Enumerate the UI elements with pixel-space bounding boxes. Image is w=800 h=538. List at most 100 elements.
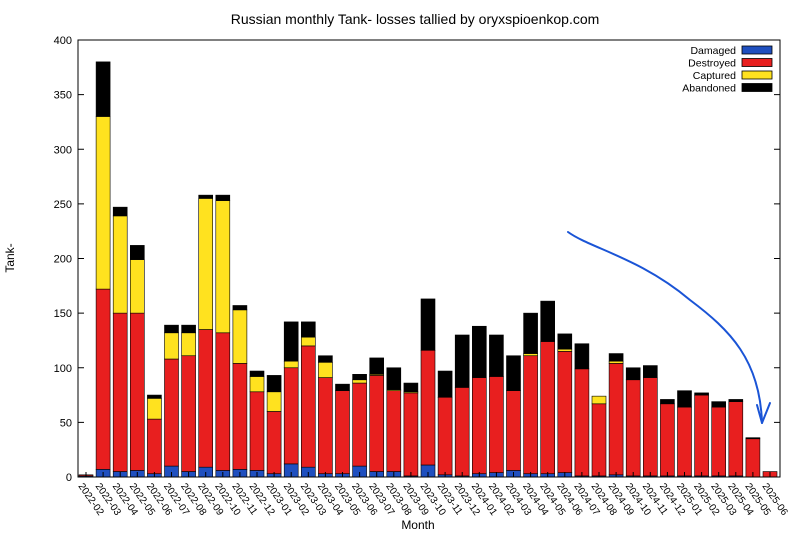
bar-destroyed-2024-09 [608, 363, 624, 476]
bar-captured-2022-08 [181, 332, 196, 357]
bar-abandoned-2024-04 [523, 312, 538, 354]
bar-captured-2022-07 [164, 332, 179, 360]
bar-destroyed-2023-01 [266, 411, 282, 475]
bar-abandoned-2022-12 [249, 370, 265, 377]
x-axis: 2022-022022-032022-042022-052022-062022-… [76, 472, 790, 518]
bar-abandoned-2023-08 [386, 367, 402, 390]
bar-captured-2022-11 [232, 309, 248, 364]
chart-title: Russian monthly Tank- losses tallied by … [231, 11, 600, 27]
bar-destroyed-2024-11 [642, 377, 658, 477]
bar-captured-2022-03 [95, 116, 111, 290]
bar-destroyed-2024-12 [660, 403, 675, 477]
bar-destroyed-2025-02 [694, 394, 709, 477]
bar-abandoned-2023-10 [420, 298, 436, 351]
bar-destroyed-2023-05 [335, 390, 350, 475]
bar-abandoned-2023-12 [454, 334, 470, 388]
bar-abandoned-2023-09 [403, 382, 419, 393]
bar-captured-2022-06 [147, 398, 162, 420]
y-tick-label: 300 [54, 144, 72, 156]
y-axis-label: Tank- [3, 243, 17, 272]
bar-destroyed-2022-04 [112, 312, 128, 472]
legend-label-destroyed: Destroyed [688, 58, 736, 70]
bar-abandoned-2023-06 [352, 374, 367, 381]
bar-captured-2022-04 [112, 215, 128, 314]
bar-abandoned-2025-02 [694, 392, 709, 396]
bar-abandoned-2022-05 [130, 245, 145, 260]
bar-abandoned-2023-07 [369, 357, 385, 375]
bar-abandoned-2024-09 [608, 353, 624, 362]
bar-abandoned-2025-03 [711, 401, 727, 408]
bar-captured-2024-04 [523, 353, 538, 357]
bar-abandoned-2024-05 [540, 300, 556, 342]
bar-abandoned-2022-10 [215, 194, 231, 201]
bar-destroyed-2025-01 [677, 406, 692, 477]
bar-captured-2022-12 [249, 376, 265, 393]
bar-destroyed-2023-12 [454, 387, 470, 477]
y-tick-label: 250 [54, 199, 72, 211]
y-tick-label: 200 [54, 254, 72, 266]
bar-destroyed-2022-03 [95, 288, 111, 470]
bar-abandoned-2022-08 [181, 324, 196, 334]
bar-destroyed-2024-04 [523, 355, 538, 475]
bar-destroyed-2024-01 [471, 377, 487, 475]
legend-swatch-destroyed [741, 58, 773, 67]
bar-destroyed-2022-05 [130, 312, 145, 471]
bar-destroyed-2023-07 [369, 375, 385, 472]
bar-destroyed-2022-09 [198, 329, 213, 468]
bar-abandoned-2024-11 [642, 365, 658, 378]
y-tick-label: 350 [54, 90, 72, 102]
bar-destroyed-2022-11 [232, 363, 248, 470]
bar-abandoned-2024-12 [660, 399, 675, 405]
bar-captured-2023-03 [300, 336, 316, 347]
bar-abandoned-2022-06 [147, 394, 162, 399]
bar-abandoned-2023-02 [283, 321, 299, 362]
bar-destroyed-2024-10 [625, 379, 641, 477]
bar-destroyed-2024-07 [574, 368, 590, 477]
bar-captured-2022-10 [215, 200, 231, 334]
hand-drawn-arrow [567, 231, 763, 424]
bar-destroyed-2023-04 [318, 377, 333, 475]
bar-abandoned-2025-05 [745, 437, 761, 440]
bar-destroyed-2023-08 [386, 390, 402, 472]
bar-destroyed-2022-10 [215, 332, 231, 471]
bar-captured-2022-05 [130, 259, 145, 314]
bar-captured-2024-09 [608, 360, 624, 364]
bar-abandoned-2022-09 [198, 194, 213, 199]
bar-abandoned-2025-04 [728, 399, 744, 402]
y-tick-label: 150 [54, 308, 72, 320]
bar-abandoned-2024-10 [625, 367, 641, 381]
legend-swatch-captured [741, 70, 773, 80]
bar-abandoned-2022-04 [112, 206, 128, 217]
bar-destroyed-2024-08 [591, 403, 607, 477]
bar-abandoned-2023-03 [300, 321, 316, 338]
bar-abandoned-2023-11 [437, 370, 453, 398]
bar-destroyed-2025-03 [711, 406, 727, 477]
bars-group [78, 61, 778, 478]
bar-destroyed-2022-06 [147, 418, 162, 475]
bar-abandoned-2024-01 [471, 325, 487, 378]
bar-captured-2022-09 [198, 198, 213, 330]
bar-destroyed-2024-03 [506, 390, 521, 471]
bar-abandoned-2022-03 [95, 61, 111, 117]
bar-destroyed-2022-12 [249, 391, 265, 471]
bar-captured-2024-08 [591, 395, 607, 405]
bar-destroyed-2023-03 [300, 345, 316, 468]
bar-destroyed-2023-09 [403, 392, 419, 477]
bar-abandoned-2024-07 [574, 343, 590, 370]
bar-captured-2023-06 [352, 379, 367, 384]
y-tick-label: 400 [54, 35, 72, 47]
bar-destroyed-2022-07 [164, 358, 179, 467]
bar-destroyed-2023-10 [420, 349, 436, 466]
bar-abandoned-2022-11 [232, 305, 248, 311]
bar-abandoned-2023-01 [266, 375, 282, 393]
bar-captured-2023-01 [266, 391, 282, 412]
bar-abandoned-2025-01 [677, 390, 692, 408]
bar-destroyed-2024-05 [540, 341, 556, 475]
bar-destroyed-2023-06 [352, 382, 367, 467]
legend-swatch-damaged [741, 45, 773, 55]
bar-destroyed-2025-05 [745, 438, 761, 478]
bar-abandoned-2023-05 [335, 383, 350, 392]
bar-destroyed-2022-08 [181, 355, 196, 472]
